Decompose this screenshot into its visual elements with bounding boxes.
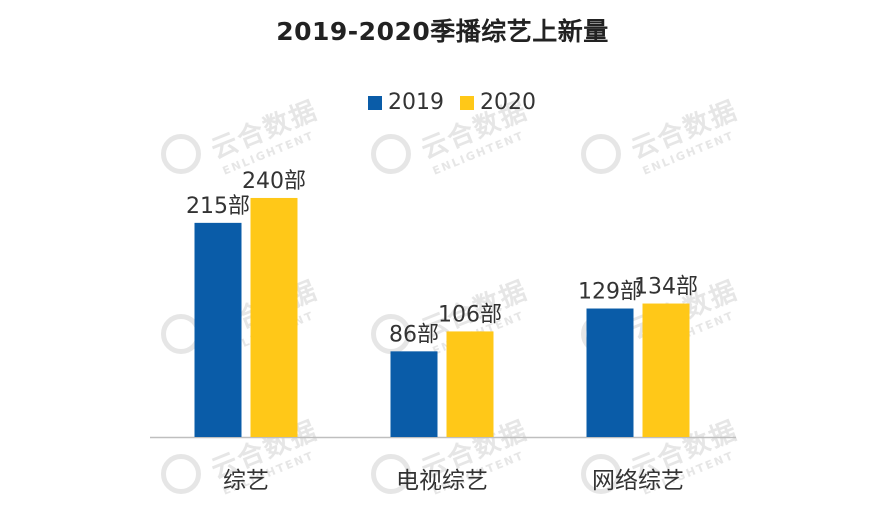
bar-2019-1: [390, 351, 438, 437]
data-label-2020-2: 134部: [634, 275, 698, 300]
bar-2019-2: [586, 308, 634, 437]
bar-2019-0: [194, 222, 242, 437]
category-label-1: 电视综艺: [396, 468, 488, 494]
category-label-0: 综艺: [223, 468, 269, 494]
legend-swatch-2019: [368, 95, 382, 110]
legend-item-2020: 2020: [460, 90, 536, 115]
bar-2020-1: [446, 331, 494, 437]
data-label-2020-1: 106部: [438, 302, 502, 327]
data-label-2019-0: 215部: [186, 194, 250, 219]
data-label-2019-2: 129部: [578, 280, 642, 305]
category-label-2: 网络综艺: [592, 468, 684, 494]
chart-title: 2019-2020季播综艺上新量: [276, 17, 609, 46]
legend-swatch-2020: [460, 95, 474, 110]
legend-label-2020: 2020: [480, 90, 536, 115]
data-label-2019-1: 86部: [389, 322, 439, 347]
legend-item-2019: 2019: [368, 90, 444, 115]
legend: 2019 2020: [368, 90, 552, 115]
bar-2020-0: [250, 197, 298, 437]
bar-2020-2: [642, 303, 690, 437]
data-label-2020-0: 240部: [242, 169, 306, 194]
legend-label-2019: 2019: [388, 90, 444, 115]
